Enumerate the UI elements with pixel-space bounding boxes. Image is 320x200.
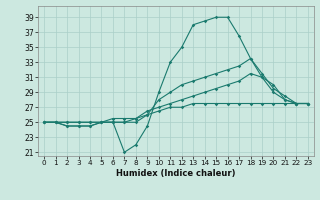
X-axis label: Humidex (Indice chaleur): Humidex (Indice chaleur) [116,169,236,178]
